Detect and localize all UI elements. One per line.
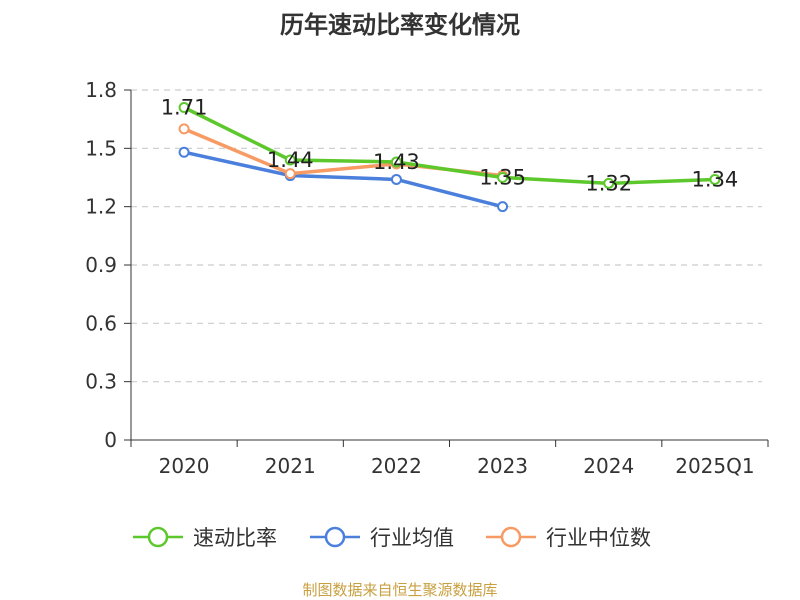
axes: 0 0.3 0.6 0.9 1.2 1.5 1.8 2020 2021 2022 2023 2024 2…: [85, 78, 769, 478]
data-point: [178, 123, 190, 135]
legend-marker: [500, 526, 522, 548]
legend-marker: [324, 526, 346, 548]
data-label: 1.32: [585, 171, 632, 195]
x-tick-label: 2020: [159, 454, 210, 478]
legend-marker: [147, 526, 169, 548]
data-point: [603, 177, 615, 189]
data-label: 1.43: [373, 150, 420, 174]
data-label: 1.71: [161, 96, 208, 120]
data-point: [284, 154, 296, 166]
data-labels: 1.71 1.44 1.43 1.35 1.32 1.34: [161, 96, 739, 196]
chart-title: 历年速动比率变化情况: [280, 11, 520, 39]
data-label: 1.35: [479, 166, 526, 190]
y-tick-label: 1.5: [85, 136, 117, 160]
data-point: [497, 172, 509, 183]
x-tick-label: 2025Q1: [675, 454, 754, 478]
data-label: 1.44: [267, 148, 314, 172]
x-tick-label: 2023: [477, 454, 528, 478]
legend: 速动比率 行业均值 行业中位数: [133, 526, 651, 550]
legend-label: 行业均值: [370, 526, 454, 550]
x-tick-label: 2024: [583, 454, 634, 478]
data-point: [178, 146, 190, 158]
y-tick-label: 0: [104, 428, 117, 452]
data-label: 1.34: [692, 167, 739, 191]
y-tick-label: 0.9: [85, 253, 117, 277]
series-line: [182, 150, 505, 209]
y-tick-label: 1.8: [85, 78, 117, 102]
y-tick-label: 0.6: [85, 311, 117, 335]
data-point: [178, 102, 190, 113]
x-tick-label: 2022: [371, 454, 422, 478]
legend-label: 速动比率: [193, 526, 277, 550]
data-point: [497, 201, 509, 213]
x-tick-label: 2021: [265, 454, 316, 478]
series-line: [182, 105, 717, 186]
grid-lines: [131, 89, 762, 383]
y-tick-label: 0.3: [85, 370, 117, 394]
data-point: [284, 168, 296, 180]
data-point: [390, 156, 402, 168]
data-point: [390, 173, 402, 185]
source-note: 制图数据来自恒生聚源数据库: [302, 581, 497, 599]
legend-label: 行业中位数: [546, 526, 651, 550]
series-layer: [178, 102, 721, 213]
data-point: [709, 173, 721, 185]
y-tick-label: 1.2: [85, 195, 117, 219]
series-line: [182, 127, 505, 178]
